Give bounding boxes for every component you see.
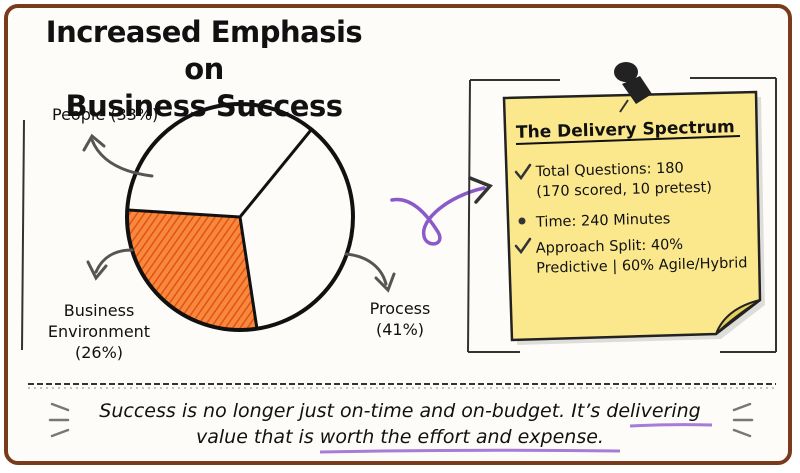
business-label-line-3: (26%)	[74, 343, 124, 362]
underline-delivering	[629, 423, 713, 428]
title-line-1: Increased Emphasis on	[45, 15, 363, 86]
business-label-line-1: Business	[63, 301, 135, 320]
pie-outline	[125, 102, 355, 332]
note-item-questions: Total Questions: 180 (170 scored, 10 pre…	[536, 158, 713, 203]
bullet-icon	[518, 217, 526, 225]
pie-divider-bottom	[238, 216, 259, 330]
people-arrow	[82, 133, 154, 178]
page-title: Increased Emphasis on Business Success	[24, 14, 384, 125]
process-label: Process (41%)	[360, 298, 440, 340]
loop-arrow	[390, 186, 486, 246]
check-icon-2	[514, 237, 532, 255]
underline-worth	[319, 448, 621, 454]
left-rule	[21, 119, 25, 351]
title-line-2: Business Success	[65, 89, 344, 123]
business-arrow	[86, 248, 134, 281]
loop-arrowhead	[468, 176, 493, 204]
right-bracket-left	[467, 79, 471, 353]
people-label: People (33%)	[52, 105, 159, 124]
note-item-time: Time: 240 Minutes	[535, 211, 671, 231]
check-icon-1	[514, 163, 532, 181]
note-title-underline	[515, 135, 741, 145]
note-item-approach: Approach Split: 40% Predictive | 60% Agi…	[536, 233, 748, 279]
bottom-quote: Success is no longer just on-time and on…	[60, 398, 740, 450]
pie-slice-business-environment	[127, 210, 257, 331]
process-label-line-2: (41%)	[375, 320, 425, 339]
push-pin-icon	[614, 62, 652, 113]
bottom-quote-line-2: value that is worth the effort and expen…	[196, 426, 604, 448]
process-arrow	[344, 252, 396, 293]
sparkle-right-icon	[732, 402, 754, 438]
sticky-note	[502, 90, 765, 345]
pie-divider-top	[238, 129, 313, 218]
business-environment-label: Business Environment (26%)	[44, 300, 154, 363]
pie-chart	[125, 102, 355, 332]
business-label-line-2: Environment	[47, 322, 151, 341]
bottom-quote-line-1: Success is no longer just on-time and on…	[99, 400, 701, 422]
process-label-line-1: Process	[369, 299, 431, 318]
sparkle-left-icon	[48, 402, 70, 438]
pie-divider-left	[127, 208, 241, 219]
